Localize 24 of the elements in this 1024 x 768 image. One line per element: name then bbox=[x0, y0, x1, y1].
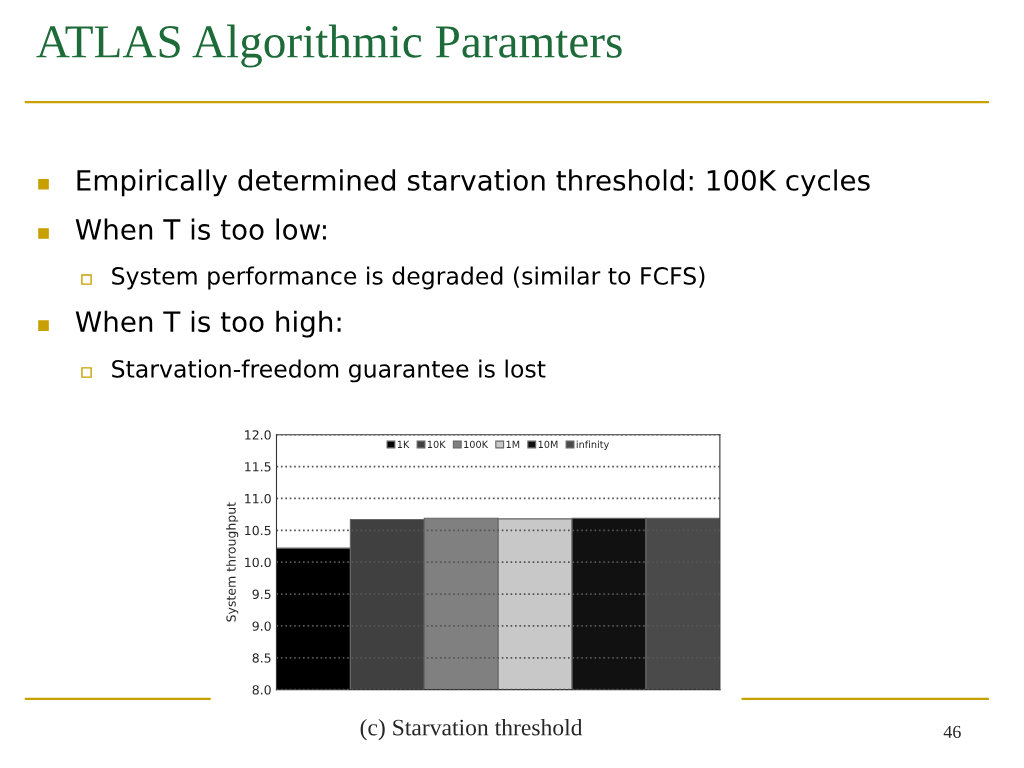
legend-label: 10M bbox=[538, 440, 558, 449]
y-tick-label: 10.5 bbox=[245, 525, 271, 536]
legend-label: 1K bbox=[397, 440, 410, 448]
y-tick-label: 12.0 bbox=[245, 430, 271, 440]
legend-label: infinity bbox=[576, 440, 609, 450]
chart-title: ATLAS Algorithmic Paramters bbox=[36, 24, 622, 68]
legend-label: 10K bbox=[427, 440, 446, 449]
y-tick-label: 11.5 bbox=[245, 462, 271, 472]
text: Empirically determined starvation threshold: 100K cycles bbox=[77, 169, 870, 197]
text: (c) Starvation threshold bbox=[360, 718, 583, 741]
text: Starvation-freedom guarantee is lost bbox=[112, 359, 546, 383]
y-tick-label: 8.0 bbox=[252, 685, 271, 695]
y-tick-label: 8.5 bbox=[252, 653, 271, 663]
y-axis-title: System throughput bbox=[226, 502, 239, 622]
y-tick-label: 9.0 bbox=[252, 621, 271, 631]
legend-label: 1M bbox=[506, 440, 520, 448]
legend-label: 100K bbox=[464, 440, 489, 449]
y-tick-label: 11.0 bbox=[245, 493, 271, 504]
text: 46 bbox=[943, 725, 961, 738]
text: System performance is degraded (similar to FCFS) bbox=[112, 266, 705, 290]
text: When T is too high: bbox=[75, 310, 341, 338]
y-tick-label: 9.5 bbox=[252, 589, 271, 599]
text: When T is too low: bbox=[75, 218, 326, 240]
y-tick-label: 10.0 bbox=[245, 557, 271, 568]
